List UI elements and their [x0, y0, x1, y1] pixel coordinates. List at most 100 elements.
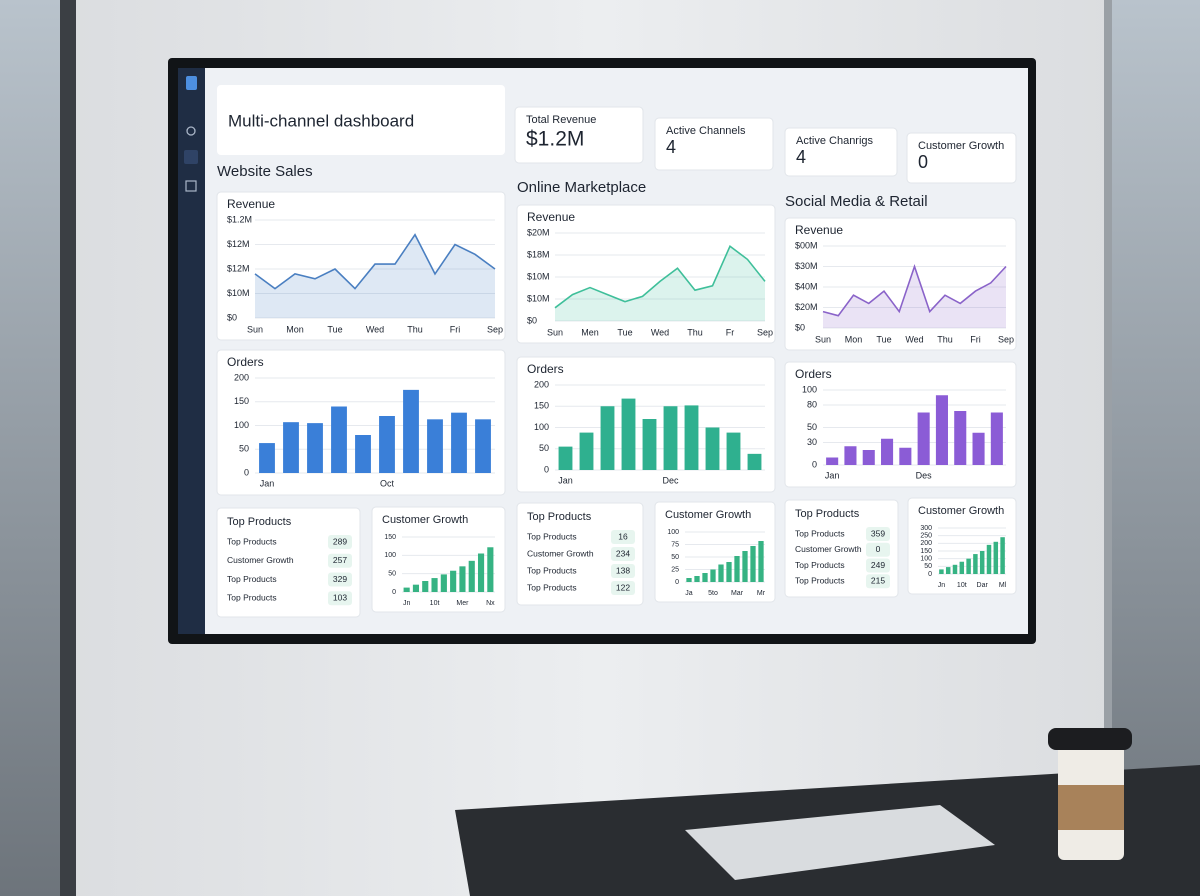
x-tick-label: Dar [977, 582, 989, 589]
value-badge [866, 574, 890, 589]
bar [710, 569, 716, 582]
y-axis-label: $12M [227, 239, 250, 249]
x-tick-label: Sun [247, 324, 263, 334]
bar [468, 560, 475, 592]
row-value: 122 [616, 582, 630, 592]
x-tick-label: Sep [998, 334, 1014, 344]
bar [307, 423, 323, 473]
row-label: Top Products [795, 576, 845, 586]
y-axis-label: $12M [227, 263, 250, 273]
bar [477, 553, 485, 592]
x-tick-label: Fr [726, 327, 735, 337]
search-icon[interactable] [186, 126, 196, 136]
x-tick-label: Ja [685, 590, 693, 597]
x-tick-label: Jan [260, 478, 275, 488]
area-fill [255, 234, 495, 318]
chart-title: Customer Growth [665, 509, 751, 521]
row-value: 359 [871, 528, 885, 538]
y-tick-label: 30 [807, 437, 817, 447]
header-card [217, 85, 505, 155]
kpi-label: Total Revenue [526, 114, 596, 126]
y-tick-label: 0 [675, 579, 679, 586]
value-badge [611, 547, 635, 561]
grid-icon[interactable] [185, 180, 197, 192]
keyboard [685, 805, 995, 880]
y-axis-label: $00M [795, 240, 818, 250]
x-tick-label: Thu [407, 324, 423, 334]
x-tick-label: Thu [937, 334, 953, 344]
x-tick-label: Des [916, 470, 933, 480]
bar [403, 389, 419, 473]
x-tick-label: Sun [815, 334, 831, 344]
y-tick-label: 0 [392, 589, 396, 596]
y-tick-label: 150 [234, 396, 249, 406]
y-axis-label: $0 [795, 322, 805, 332]
y-tick-label: 50 [924, 563, 932, 570]
bar [844, 446, 857, 465]
bar [973, 554, 978, 574]
bar [758, 541, 764, 582]
chart-card [516, 204, 776, 344]
bar [355, 435, 371, 473]
chart-title: Customer Growth [918, 505, 1004, 517]
y-tick-label: 25 [671, 566, 679, 573]
row-label: Customer Growth [527, 548, 594, 558]
value-badge [866, 527, 890, 541]
charts-icon[interactable] [184, 150, 198, 164]
x-tick-label: Jn [938, 582, 946, 589]
row-value: 234 [616, 548, 630, 558]
row-value: 215 [871, 576, 885, 586]
y-axis-label: $1.2M [227, 214, 252, 224]
y-tick-label: 200 [920, 540, 932, 547]
bar [451, 412, 467, 473]
bar [403, 587, 410, 592]
bar [450, 570, 457, 592]
kpi-value: $1.2M [526, 128, 584, 151]
kpi-value: 0 [918, 152, 928, 172]
x-tick-label: Jan [558, 475, 573, 485]
row-value: 138 [616, 565, 630, 575]
kpi-label: Active Channels [666, 125, 746, 137]
x-tick-label: Tue [876, 334, 891, 344]
bar [862, 450, 875, 465]
section-title: Website Sales [217, 163, 313, 180]
bar [935, 395, 948, 465]
cup-lid [1048, 728, 1132, 750]
bar [990, 412, 1003, 465]
y-tick-label: 0 [812, 459, 817, 469]
x-tick-label: Tue [327, 324, 342, 334]
bar [750, 546, 756, 582]
area-fill [555, 246, 765, 321]
x-tick-label: Oct [380, 478, 395, 488]
y-tick-label: 200 [234, 372, 249, 382]
value-badge [611, 581, 635, 595]
table-title: Top Products [795, 508, 860, 520]
chart-title: Revenue [527, 210, 575, 224]
bar [881, 438, 894, 465]
logo-icon[interactable] [186, 76, 197, 90]
x-tick-label: Mer [456, 600, 469, 607]
y-axis-label: $18M [527, 249, 550, 259]
bar [747, 453, 762, 470]
bar [475, 419, 491, 473]
bar [259, 443, 275, 473]
chart-title: Revenue [795, 223, 843, 237]
y-tick-label: 300 [920, 525, 932, 532]
chart-title: Orders [795, 367, 832, 381]
bar [431, 578, 438, 592]
bar [945, 567, 951, 574]
bar [459, 566, 466, 592]
y-tick-label: 100 [384, 552, 396, 559]
bar [1000, 537, 1005, 574]
table-card [784, 499, 899, 598]
value-badge [611, 530, 635, 544]
line [822, 264, 1007, 317]
chart-title: Revenue [227, 197, 275, 211]
bar [379, 416, 395, 473]
x-tick-label: 10t [957, 582, 967, 589]
y-tick-label: 50 [388, 571, 396, 578]
section-title: Social Media & Retail [785, 193, 928, 210]
bar [694, 576, 700, 582]
